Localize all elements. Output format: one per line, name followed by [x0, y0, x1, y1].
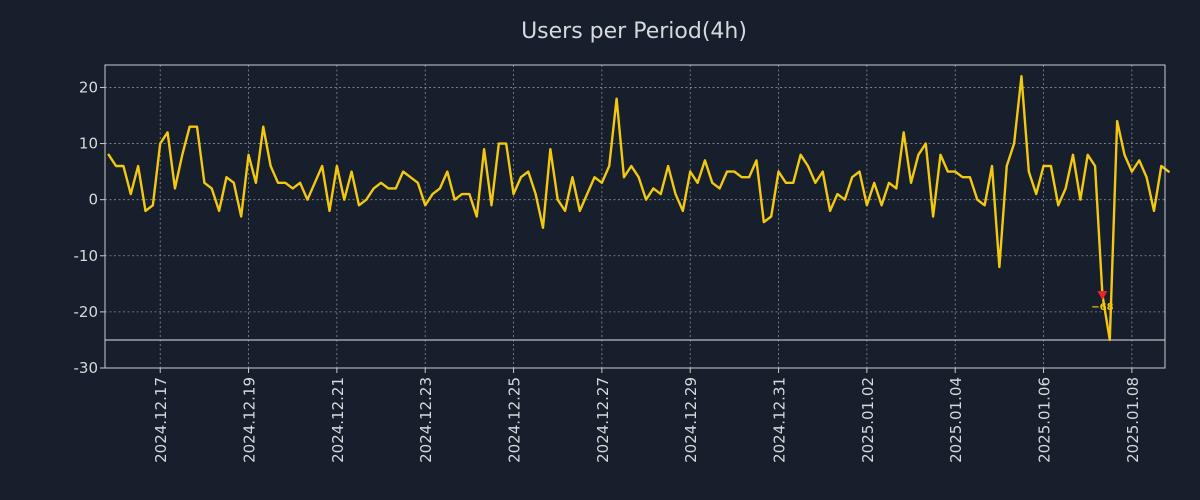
axis-layer: 20 10 0 -10 -20 -30 2024.12.17 2024.12.19 2024.1… [74, 78, 1142, 462]
x-tick-label: 2024.12.27 [594, 377, 612, 463]
x-tick-label: 2024.12.23 [417, 377, 435, 463]
x-tick-label: 2024.12.25 [506, 377, 524, 463]
y-tick-label: 20 [79, 78, 98, 96]
y-tick-label: -20 [74, 303, 99, 321]
x-tick-label: 2024.12.31 [771, 377, 789, 463]
min-value-label: −68 [1091, 302, 1113, 313]
y-tick-label: 0 [88, 191, 98, 209]
plot-layer: −68 [105, 75, 1170, 342]
x-tick-label: 2024.12.21 [329, 377, 347, 463]
y-tick-label: 10 [79, 135, 98, 153]
min-marker [1097, 291, 1108, 301]
y-tick-label: -30 [74, 359, 99, 377]
y-tick-label: -10 [74, 247, 99, 265]
x-tick-label: 2024.12.29 [682, 377, 700, 463]
x-tick-label: 2024.12.19 [241, 377, 259, 463]
grid-layer [105, 65, 1165, 368]
x-tick-label: 2025.01.06 [1036, 377, 1054, 463]
x-tick-label: 2024.12.17 [152, 377, 170, 463]
series-line-0 [107, 75, 1170, 342]
plot-frame [104, 64, 1166, 369]
x-tick-label: 2025.01.02 [859, 377, 877, 463]
chart-title: Users per Period(4h) [521, 19, 747, 44]
x-tick-label: 2025.01.04 [947, 377, 965, 463]
x-tick-label: 2025.01.08 [1124, 377, 1142, 463]
